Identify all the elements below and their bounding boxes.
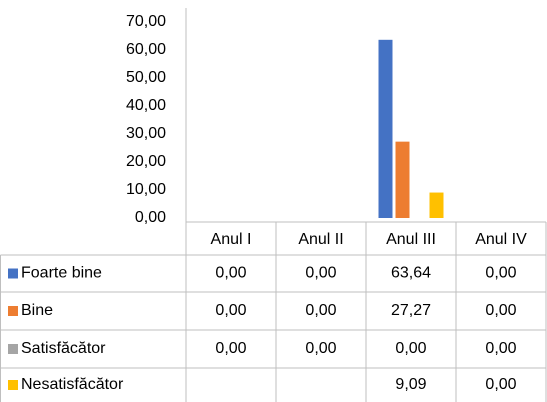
- x-tick-label: Anul IV: [475, 231, 527, 248]
- table-value: 0,00: [305, 302, 336, 319]
- table-value: 27,27: [391, 302, 431, 319]
- table-value: 0,00: [305, 340, 336, 357]
- y-tick-label: 10,00: [126, 181, 166, 198]
- table-value: 63,64: [391, 265, 431, 282]
- y-tick-label: 0,00: [135, 209, 166, 226]
- table-value: 0,00: [485, 376, 516, 393]
- table-value: 9,09: [395, 376, 426, 393]
- table-value: 0,00: [215, 340, 246, 357]
- y-tick-label: 60,00: [126, 41, 166, 58]
- legend-key: [8, 268, 18, 279]
- legend-label: Bine: [21, 302, 53, 319]
- table-value: 0,00: [485, 265, 516, 282]
- x-tick-label: Anul I: [211, 231, 252, 248]
- y-tick-label: 20,00: [126, 153, 166, 170]
- table-value: 0,00: [305, 265, 336, 282]
- table-value: 0,00: [485, 302, 516, 319]
- bar: [395, 141, 410, 218]
- legend-label: Satisfăcător: [21, 340, 106, 357]
- bar: [429, 192, 444, 218]
- legend-key: [8, 306, 18, 316]
- x-tick-label: Anul III: [386, 231, 436, 248]
- legend-key: [8, 380, 18, 390]
- table-value: 0,00: [395, 340, 426, 357]
- legend-label: Nesatisfăcător: [21, 376, 124, 393]
- y-tick-label: 40,00: [126, 97, 166, 114]
- bar: [378, 39, 393, 218]
- table-value: 0,00: [485, 340, 516, 357]
- y-tick-label: 70,00: [126, 13, 166, 30]
- y-tick-label: 50,00: [126, 69, 166, 86]
- legend-label: Foarte bine: [21, 265, 102, 282]
- x-tick-label: Anul II: [298, 231, 343, 248]
- table-value: 0,00: [215, 302, 246, 319]
- table-value: 0,00: [215, 265, 246, 282]
- legend-key: [8, 344, 18, 354]
- y-tick-label: 30,00: [126, 125, 166, 142]
